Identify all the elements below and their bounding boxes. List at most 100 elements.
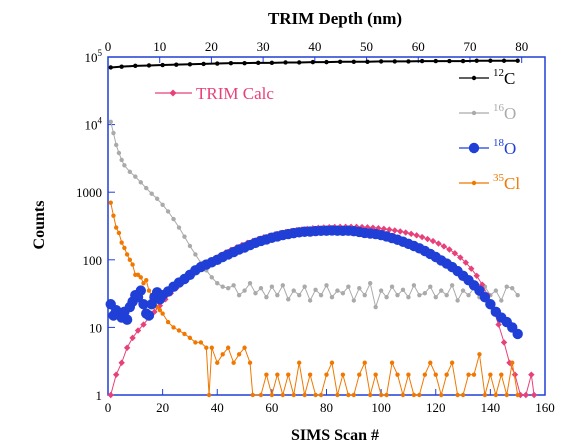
series-trim-calc-point-58 — [424, 235, 431, 243]
series-12c-point-15 — [310, 59, 316, 65]
series-trim-calc-point-2 — [118, 359, 125, 366]
bottom-tick-label-4: 80 — [320, 400, 333, 415]
series-35cl-point-47 — [307, 372, 313, 377]
series-18o-point-14 — [143, 310, 155, 321]
series-35cl-point-71 — [439, 392, 444, 398]
series-trim-calc-point-65 — [462, 259, 469, 266]
series-35cl-point-20 — [165, 319, 171, 325]
legend-marker-35cl — [471, 180, 477, 186]
series-18o — [105, 225, 523, 340]
series-trim-calc-point-62 — [446, 246, 453, 253]
trim-calc-label: TRIM Calc — [196, 84, 274, 103]
series-12c-point-17 — [337, 59, 343, 64]
series-16o-point-49 — [362, 292, 367, 298]
series-35cl-point-24 — [187, 335, 193, 341]
series-trim-calc-point-3 — [123, 344, 131, 351]
series-35cl-point-62 — [389, 360, 395, 365]
series-12c-point-29 — [501, 58, 507, 63]
series-35cl-point-5 — [122, 245, 127, 251]
series-35cl-point-18 — [157, 307, 163, 313]
series-35cl-point-14 — [146, 288, 152, 293]
series-18o-point-6 — [121, 314, 133, 325]
y-axis-label: Counts — [31, 201, 48, 250]
series-12c-point-14 — [296, 60, 302, 65]
series-35cl-point-66 — [411, 392, 417, 398]
series-trim-calc-point-76 — [522, 391, 530, 399]
series-16o-point-43 — [329, 294, 335, 300]
series-trim-calc-point-72 — [500, 339, 508, 346]
series-16o-point-59 — [417, 292, 422, 298]
series-trim-calc-point-77 — [528, 371, 535, 378]
legend-label-base-12c: C — [504, 69, 515, 88]
series-16o-point-16 — [182, 234, 187, 239]
series-16o-point-0 — [108, 119, 113, 125]
series-12c-point-24 — [433, 58, 438, 64]
series-12c-point-5 — [174, 62, 179, 67]
series-16o-point-3 — [116, 150, 122, 156]
series-16o-point-74 — [499, 298, 504, 303]
series-16o-point-60 — [422, 291, 428, 296]
series-16o-point-58 — [411, 283, 417, 288]
series-16o-point-22 — [215, 281, 220, 286]
series-16o-point-45 — [340, 291, 346, 296]
series-12c-point-0 — [108, 65, 113, 70]
bottom-tick-label-8: 160 — [535, 400, 555, 415]
series-trim-calc-point-54 — [402, 229, 409, 236]
series-35cl-point-42 — [280, 392, 285, 398]
series-16o-point-21 — [209, 275, 214, 280]
series-16o-point-39 — [307, 298, 313, 303]
series-35cl-point-57 — [362, 360, 367, 365]
series-trim-calc-point-0 — [107, 391, 114, 399]
series-35cl-point-8 — [130, 262, 135, 267]
series-12c-point-4 — [160, 62, 165, 68]
series-16o-point-76 — [510, 286, 515, 291]
series-12c-point-12 — [269, 60, 275, 66]
series-trim-calc-point-71 — [495, 321, 502, 328]
left-tick-label-5: 105 — [85, 48, 103, 65]
series-16o-point-15 — [176, 225, 182, 230]
series-12c-point-22 — [406, 59, 411, 64]
series-trim-calc-point-64 — [457, 254, 464, 261]
trim-calc-label-marker — [169, 89, 177, 97]
bottom-tick-label-3: 60 — [265, 400, 278, 415]
series-35cl-point-54 — [346, 392, 351, 398]
series-35cl-point-44 — [291, 392, 296, 398]
series-16o-point-29 — [253, 291, 258, 296]
series-trim-calc-point-78 — [530, 391, 538, 399]
bottom-tick-label-6: 120 — [426, 400, 446, 415]
series-18o-point-84 — [512, 328, 523, 340]
series-35cl-point-69 — [428, 360, 433, 365]
series-16o-point-46 — [346, 284, 351, 289]
series-35cl-point-4 — [119, 240, 124, 245]
series-16o-point-9 — [144, 185, 149, 191]
series-35cl-point-0 — [108, 200, 113, 205]
series-35cl-point-27 — [204, 345, 209, 350]
series-16o-point-34 — [280, 283, 285, 288]
chart-title: TRIM Depth (nm) — [268, 9, 402, 28]
series-35cl-point-63 — [395, 372, 400, 377]
series-16o — [108, 119, 520, 310]
series-35cl-point-50 — [324, 372, 329, 377]
series-35cl-point-23 — [182, 331, 187, 337]
series-12c-point-8 — [215, 61, 220, 66]
series-16o-point-68 — [466, 292, 471, 298]
series-layer — [105, 58, 538, 399]
left-tick-label-1: 10 — [89, 320, 102, 335]
series-trim-calc-point-75 — [517, 391, 524, 399]
series-trim-calc-point-57 — [418, 233, 426, 241]
legend-label-sup-18o: 18 — [493, 137, 505, 149]
series-35cl-point-34 — [236, 352, 242, 357]
series-35cl-point-77 — [471, 372, 477, 377]
series-35cl-point-67 — [417, 392, 422, 398]
legend-label-sup-35cl: 35 — [493, 172, 505, 184]
series-35cl-point-70 — [433, 372, 438, 377]
series-12c-point-9 — [228, 60, 234, 66]
series-12c-point-6 — [187, 62, 193, 67]
series-12c-point-23 — [419, 58, 425, 64]
series-16o-point-4 — [119, 157, 124, 163]
series-16o-point-36 — [291, 288, 296, 293]
series-16o-point-61 — [428, 284, 433, 289]
series-35cl-point-3 — [116, 230, 122, 236]
left-tick-label-0: 1 — [96, 388, 103, 403]
